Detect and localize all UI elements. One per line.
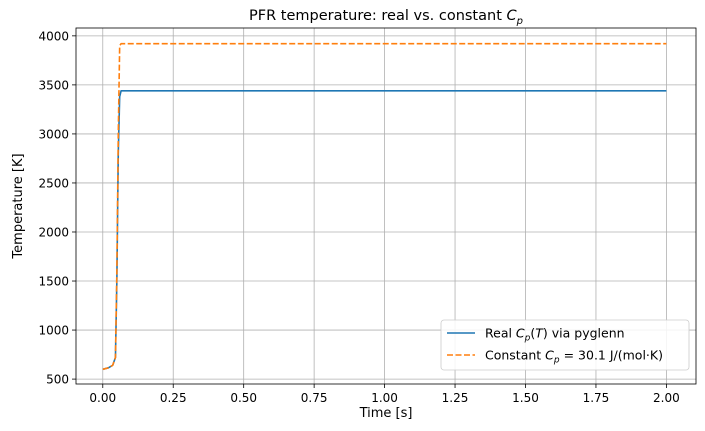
y-axis-ticks: 500 1000 1500 2000 2500 3000 3500 4000 <box>38 29 76 387</box>
x-tick-label: 2.00 <box>653 391 680 405</box>
y-tick-label: 1000 <box>38 324 69 338</box>
x-axis-ticks: 0.00 0.25 0.50 0.75 1.00 1.25 1.50 1.75 2.00 <box>89 384 680 405</box>
y-tick-label: 2000 <box>38 225 69 239</box>
series-line-constant-cp <box>102 42 667 371</box>
x-tick-label: 1.75 <box>583 391 610 405</box>
x-tick-label: 0.50 <box>230 391 257 405</box>
legend-box <box>440 319 690 371</box>
legend-label-constant: Constant Cp = 30.1 J/(mol·K) <box>485 348 663 366</box>
y-tick-label: 500 <box>46 373 69 387</box>
legend: Real Cp(T) via pyglenn Constant Cp = 30.… <box>440 319 690 371</box>
legend-label-real: Real Cp(T) via pyglenn <box>485 326 625 344</box>
x-tick-label: 1.25 <box>442 391 469 405</box>
x-tick-label: 1.50 <box>512 391 539 405</box>
x-axis-label: Time [s] <box>359 406 413 421</box>
chart-title: PFR temperature: real vs. constant Cp <box>249 8 523 27</box>
x-tick-label: 0.75 <box>301 391 328 405</box>
x-tick-label: 0.00 <box>89 391 116 405</box>
series-lines <box>102 42 667 371</box>
y-tick-label: 3000 <box>38 127 69 141</box>
y-tick-label: 3500 <box>38 78 69 92</box>
x-tick-label: 0.25 <box>160 391 187 405</box>
y-tick-label: 4000 <box>38 29 69 43</box>
y-axis-label: Temperature [K] <box>11 153 26 259</box>
plot-frame <box>75 27 697 385</box>
y-tick-label: 2500 <box>38 176 69 190</box>
x-tick-label: 1.00 <box>371 391 398 405</box>
y-tick-label: 1500 <box>38 275 69 289</box>
